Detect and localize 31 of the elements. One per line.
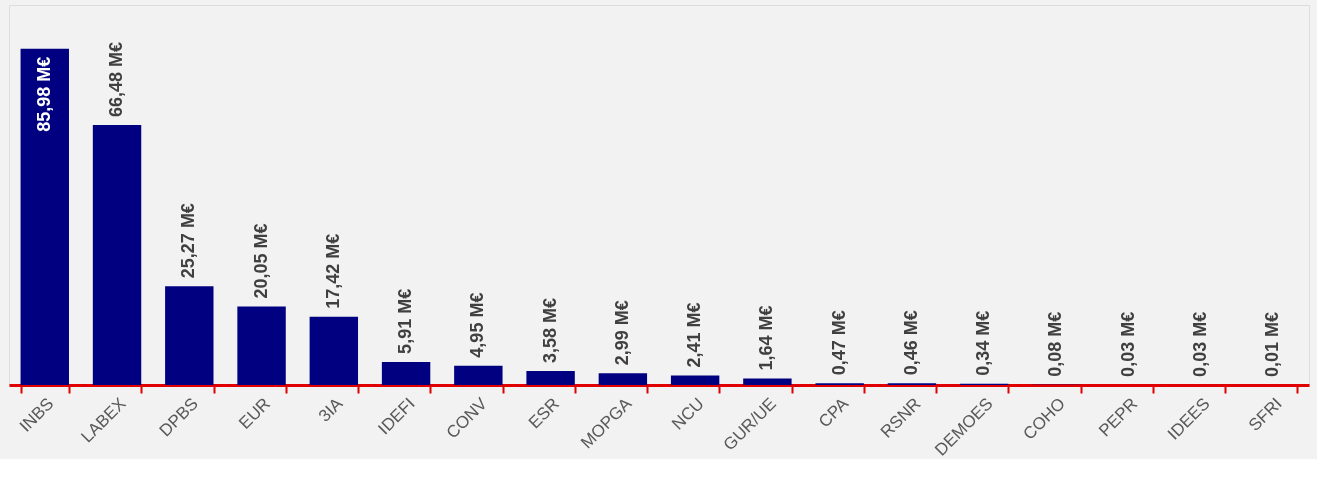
data-label: 66,48 M€: [106, 41, 127, 117]
bar: [237, 306, 286, 385]
bar: [743, 378, 792, 385]
data-label: 4,95 M€: [467, 292, 488, 358]
bar: [20, 48, 69, 385]
data-label: 17,42 M€: [322, 233, 343, 309]
data-label: 0,03 M€: [1117, 311, 1138, 377]
data-label: 0,34 M€: [973, 310, 994, 376]
x-tick-label: 3IA: [314, 393, 347, 426]
data-label: 0,47 M€: [828, 310, 849, 376]
x-tick-label: CPA: [814, 393, 853, 432]
data-label: 2,41 M€: [684, 302, 705, 368]
bar: [381, 361, 431, 385]
data-label: 20,05 M€: [250, 223, 271, 299]
data-label: 3,58 M€: [539, 297, 560, 363]
data-label: 85,98 M€: [33, 56, 54, 132]
bar: [598, 373, 648, 385]
data-label: 5,91 M€: [395, 288, 416, 354]
bar: [526, 371, 575, 385]
data-label: 0,46 M€: [900, 310, 921, 376]
bar: [92, 124, 142, 385]
data-label: 1,64 M€: [756, 305, 777, 371]
data-label: 0,03 M€: [1189, 311, 1210, 377]
bar: [670, 375, 720, 385]
data-label: 25,27 M€: [178, 203, 199, 279]
data-label: 2,99 M€: [611, 300, 632, 366]
bar: [165, 286, 214, 385]
data-label: 0,08 M€: [1045, 311, 1066, 377]
data-label: 0,01 M€: [1262, 311, 1283, 377]
bar: [454, 365, 503, 385]
bar: [309, 316, 359, 385]
